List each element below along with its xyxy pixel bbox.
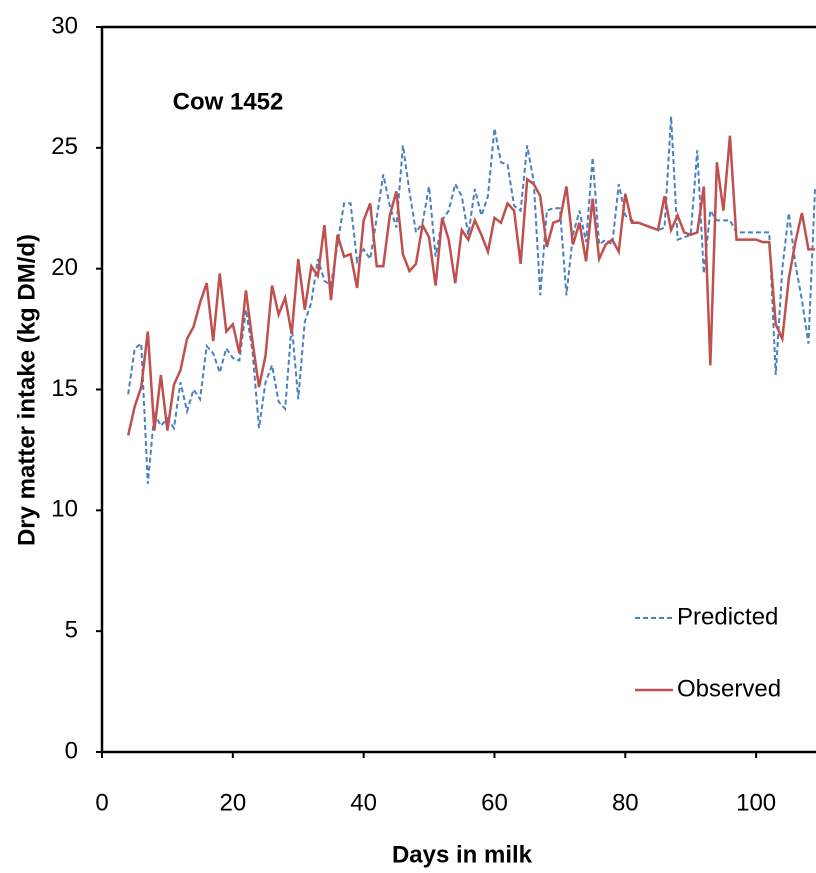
y-tick-label: 5 (65, 617, 78, 644)
y-tick-label: 30 (51, 12, 78, 39)
y-tick-label: 10 (51, 496, 78, 523)
x-tick-label: 60 (481, 789, 508, 816)
x-axis-label: Days in milk (392, 841, 533, 868)
x-tick-label: 100 (736, 789, 776, 816)
y-tick-label: 0 (65, 737, 78, 764)
y-tick-label: 25 (51, 133, 78, 160)
x-tick-label: 0 (95, 789, 108, 816)
series-line (126, 135, 815, 436)
x-tick-label: 20 (219, 789, 246, 816)
legend-label: Predicted (677, 603, 778, 630)
y-tick-label: 20 (51, 254, 78, 281)
x-tick-label: 40 (350, 789, 377, 816)
annotation: Cow 1452 (173, 88, 284, 115)
y-axis-label: Dry matter intake (kg DM/d) (13, 234, 40, 546)
x-tick-label: 80 (612, 789, 639, 816)
y-tick-label: 15 (51, 375, 78, 402)
legend-label: Observed (677, 675, 781, 702)
